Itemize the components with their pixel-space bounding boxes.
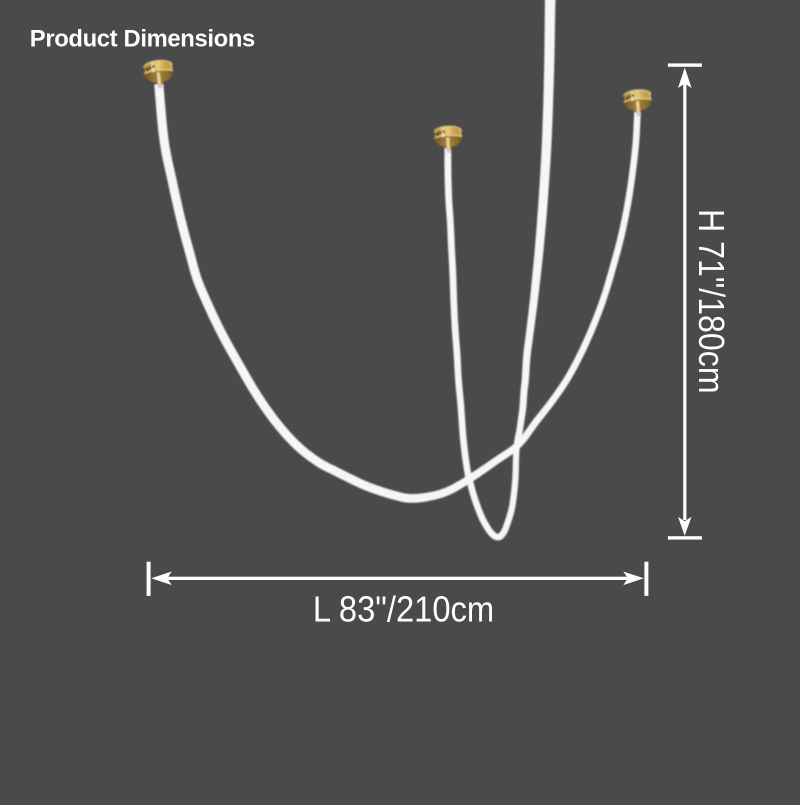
svg-text:Product Dimensions: Product Dimensions: [30, 26, 255, 53]
svg-text:H 71"/180cm: H 71"/180cm: [691, 209, 731, 394]
svg-text:L 83"/210cm: L 83"/210cm: [313, 590, 494, 630]
